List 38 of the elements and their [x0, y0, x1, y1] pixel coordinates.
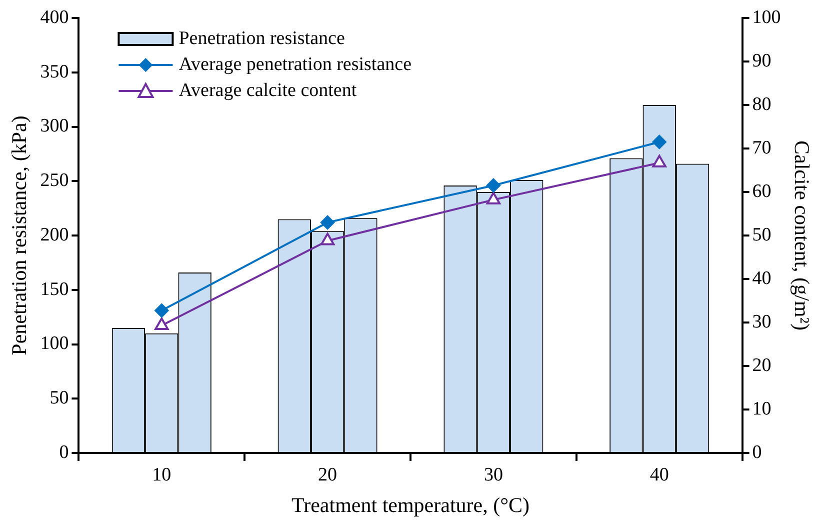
point [486, 192, 501, 204]
y-tick-label: 400 [40, 6, 69, 28]
x-axis-title: Treatment temperature, (°C) [292, 492, 530, 517]
y-tick-label: 50 [50, 388, 69, 409]
y-tick-label: 250 [40, 170, 69, 192]
legend-label: Penetration resistance [178, 28, 345, 49]
point [486, 178, 500, 192]
y2-tick-label: 30 [752, 311, 772, 332]
y2-tick-label: 100 [752, 6, 781, 28]
x-tick-label: 10 [152, 464, 172, 486]
y-tick-label: 100 [40, 333, 69, 354]
y-axis-title: Penetration resistance, (kPa) [7, 116, 32, 356]
y2-tick-label: 70 [752, 137, 772, 158]
point [652, 134, 666, 149]
y-tick-label: 350 [40, 61, 69, 82]
y-tick-label: 0 [59, 442, 69, 463]
point [320, 232, 335, 246]
y2-axis-title: Calcite content, (g/m²) [790, 140, 814, 330]
point [652, 154, 666, 168]
x-tick-label: 30 [484, 464, 503, 486]
y2-tick-label: 0 [752, 442, 762, 463]
y2-tick-label: 80 [752, 94, 772, 115]
y2-tick-label: 10 [752, 398, 772, 420]
y2-tick-label: 90 [752, 50, 772, 72]
legend-label: Average penetration resistance [178, 54, 412, 75]
legend-label: Average calcite content [178, 80, 358, 101]
y-tick-label: 300 [40, 116, 69, 137]
point [154, 318, 169, 330]
x-tick-label: 40 [650, 464, 669, 486]
point [154, 304, 169, 318]
y-tick-label: 150 [40, 278, 69, 300]
x-tick-label: 20 [318, 464, 338, 486]
y2-tick-label: 40 [752, 268, 772, 289]
point [320, 215, 335, 230]
y2-tick-label: 20 [752, 354, 772, 376]
y2-tick-label: 60 [752, 180, 772, 202]
y-tick-label: 200 [40, 224, 69, 246]
y2-tick-label: 50 [752, 224, 772, 246]
